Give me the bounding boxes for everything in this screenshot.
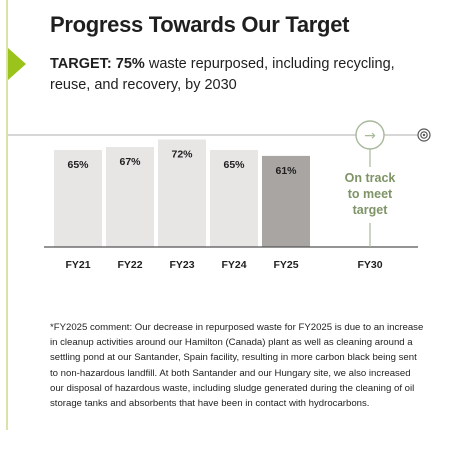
- bar-fy22: [106, 146, 154, 247]
- bar-value-label: 67%: [119, 156, 141, 168]
- x-tick-label-fy24: FY24: [221, 259, 246, 271]
- x-tick-label-fy25: FY25: [273, 259, 298, 271]
- bar-value-label: 65%: [67, 159, 89, 171]
- target-status-text: On track: [345, 171, 396, 185]
- bar-fy25: [262, 155, 310, 247]
- target-status-text: to meet: [348, 187, 393, 201]
- section-arrow-icon: [8, 48, 26, 80]
- target-bullseye-center: [422, 133, 426, 137]
- target-text: waste repurposed, including recycling, r…: [50, 56, 395, 93]
- bar-fy23: [158, 139, 206, 247]
- bar-value-label: 72%: [171, 148, 193, 160]
- x-tick-label-fy21: FY21: [65, 259, 90, 271]
- bar-fy24: [210, 149, 258, 247]
- bar-value-label: 61%: [275, 165, 297, 177]
- x-tick-label-fy30: FY30: [357, 259, 382, 271]
- bar-fy21: [54, 149, 102, 247]
- fy2025-footnote: *FY2025 comment: Our decrease in repurpo…: [50, 322, 424, 410]
- left-accent-rule: [6, 0, 8, 430]
- target-status-text: target: [353, 203, 389, 217]
- target-label: TARGET: 75%: [50, 56, 145, 72]
- arrow-right-icon: →: [364, 128, 376, 144]
- x-tick-label-fy23: FY23: [169, 259, 194, 271]
- progress-bar-chart: 65% 67% 72% 65% 61% → On track to meet target FY2…: [8, 120, 431, 271]
- page-title: Progress Towards Our Target: [50, 12, 350, 37]
- x-tick-label-fy22: FY22: [117, 259, 142, 271]
- target-arrow-circle: [355, 120, 385, 150]
- bar-value-label: 65%: [223, 159, 245, 171]
- target-statement: TARGET: 75% waste repurposed, including …: [50, 54, 410, 96]
